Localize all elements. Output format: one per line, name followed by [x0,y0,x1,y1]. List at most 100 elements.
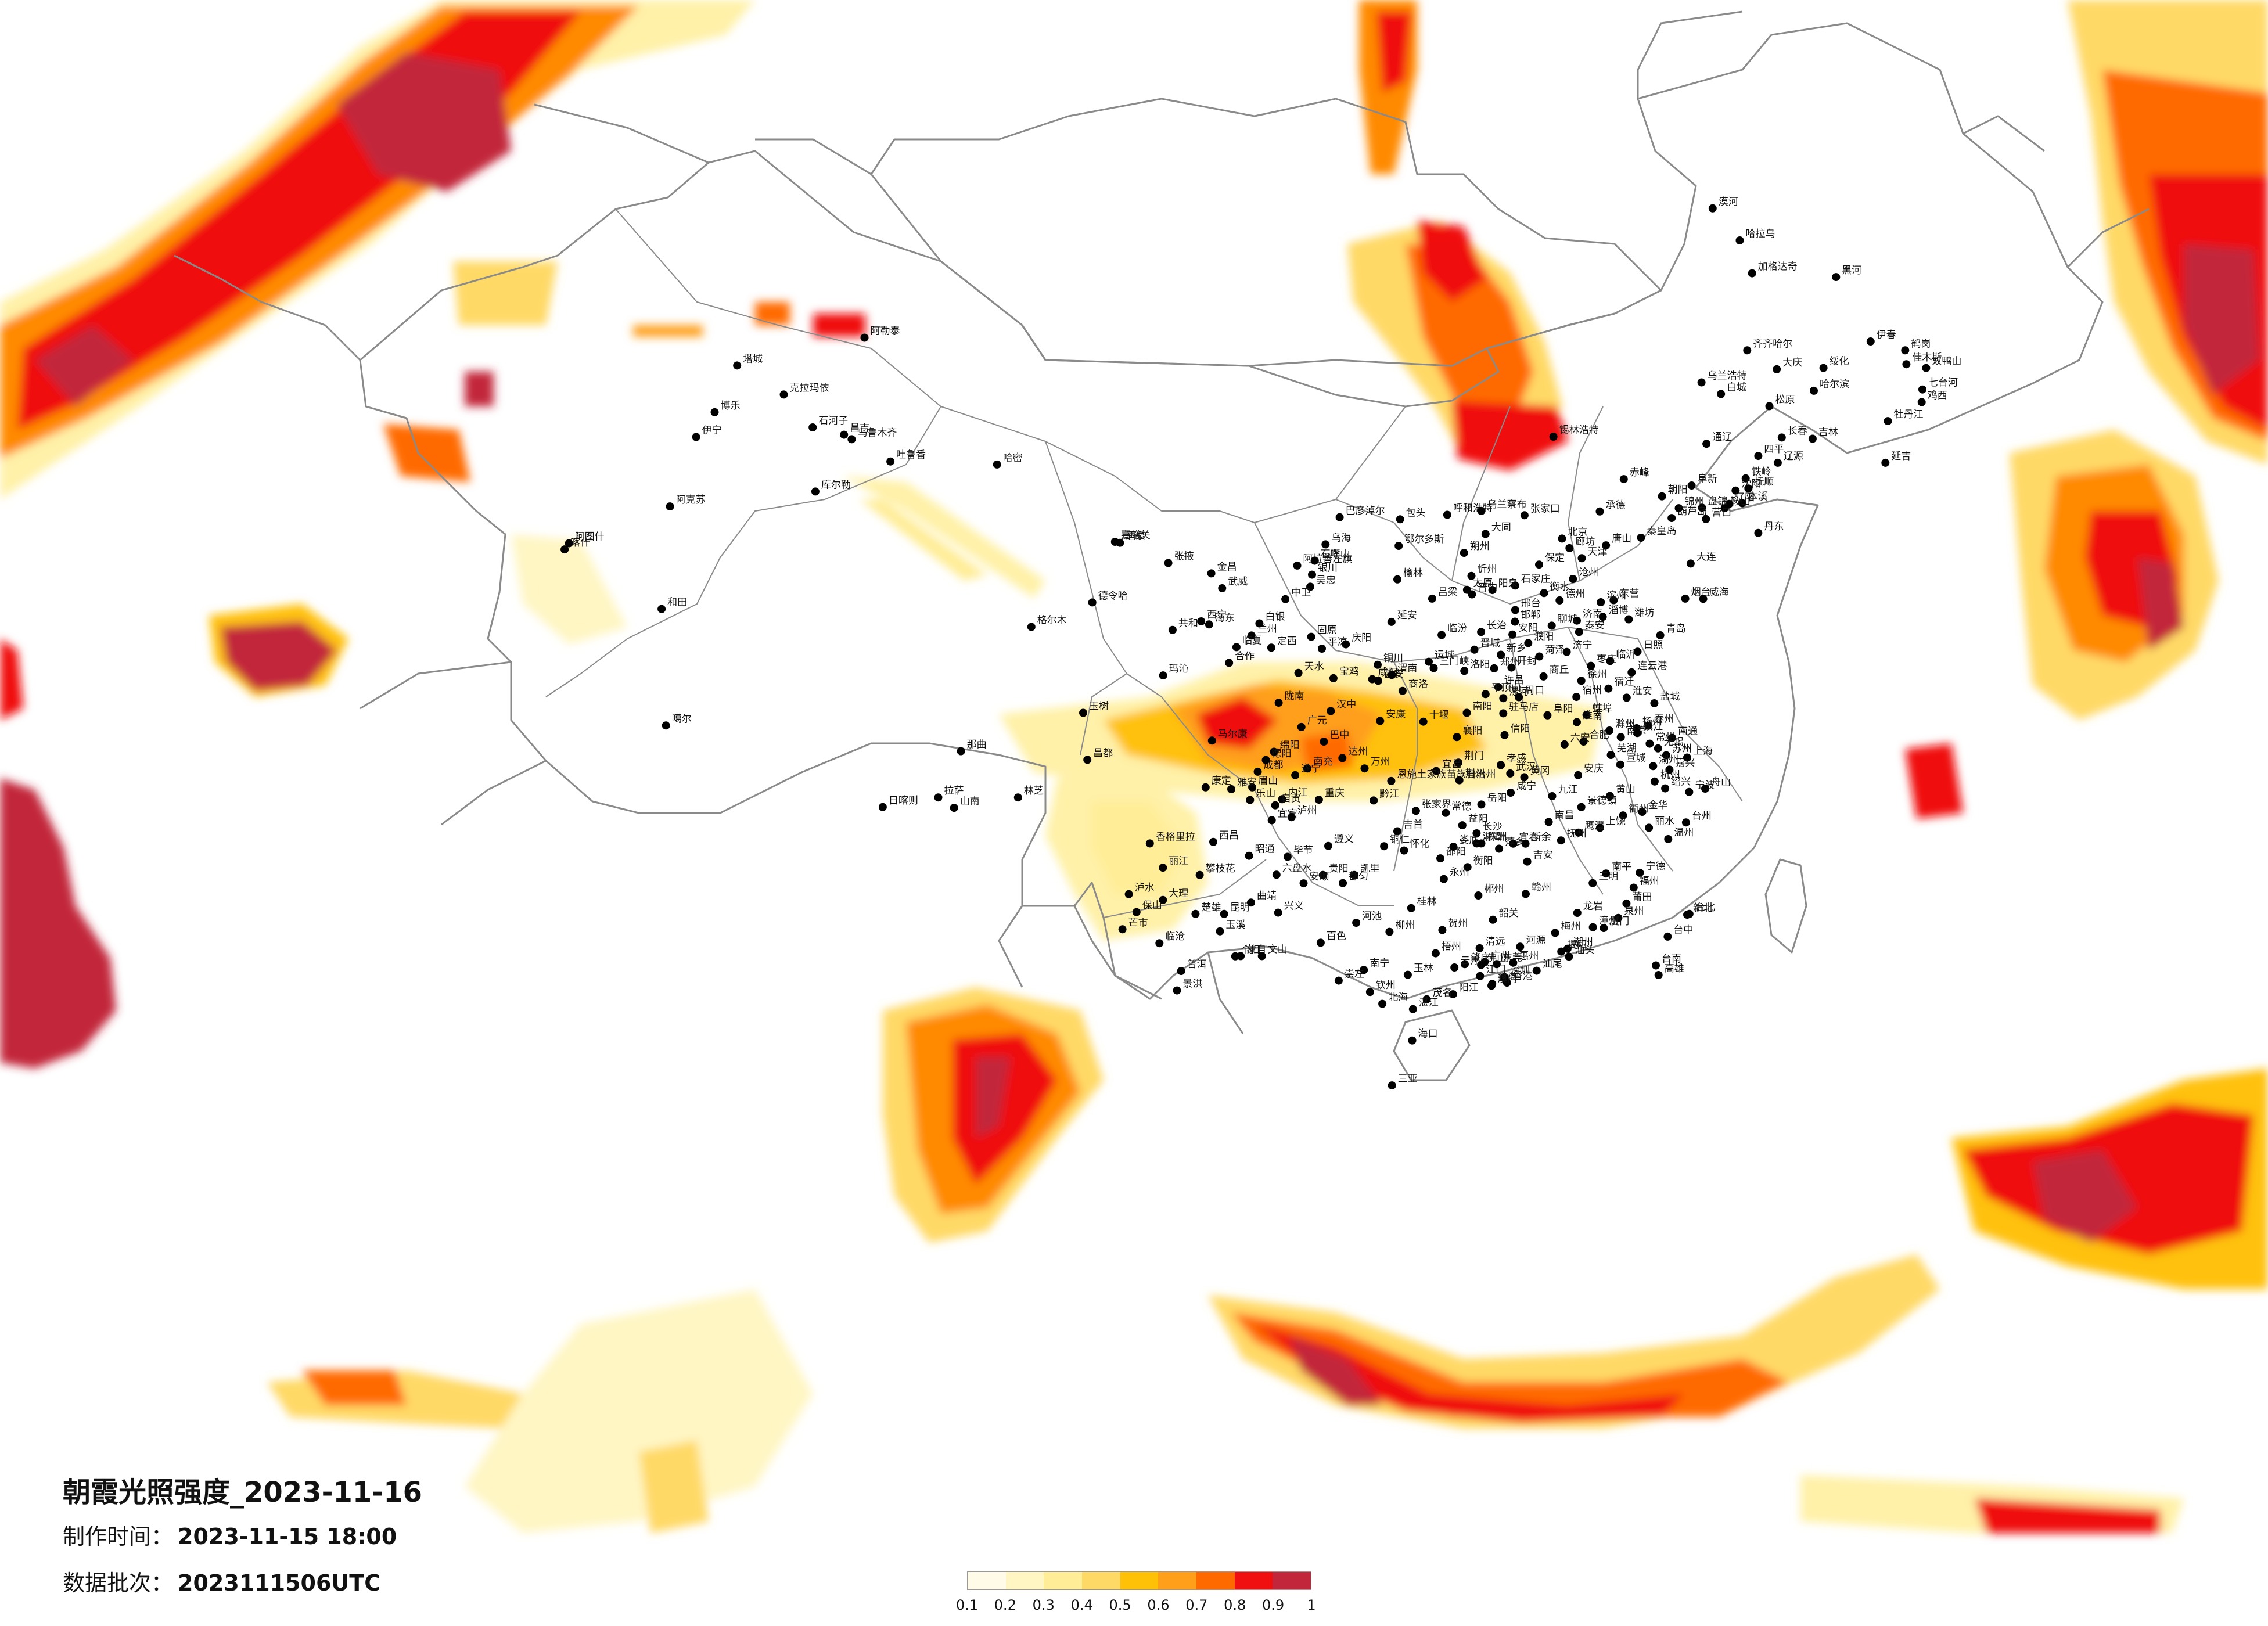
city-label: 白城 [1727,382,1746,394]
city-label: 湘潭 [1482,831,1502,843]
legend-tick-label: 0.7 [1185,1597,1208,1613]
city-label: 阳泉 [1498,578,1518,589]
city-dot [1633,647,1642,656]
city-dot [1490,664,1498,672]
city-label: 聊城 [1558,613,1577,625]
city-dot [1717,390,1726,398]
city-label: 武汉 [1516,761,1536,773]
city-dot [1555,596,1564,605]
city-label: 无锡 [1664,736,1684,748]
city-label: 乐山 [1256,788,1275,800]
city-label: 孝感 [1507,753,1526,765]
city-dot [1374,660,1382,669]
city-label: 乌兰浩特 [1708,370,1747,382]
city-dot [1132,908,1141,916]
legend-swatch [1082,1572,1120,1589]
city-label: 福州 [1640,876,1659,887]
city-dot [1573,718,1581,726]
city-label: 中卫 [1291,587,1311,599]
city-dot [1558,534,1566,543]
city-dot [1396,515,1404,524]
city-label: 绵阳 [1280,740,1300,751]
city-label: 攀枝花 [1206,863,1235,875]
city-dot [1563,944,1572,953]
city-dot [1699,595,1708,603]
city-dot [993,460,1001,469]
city-label: 兴义 [1284,901,1304,912]
city-dot [1588,923,1597,931]
city-label: 西宁 [1207,609,1227,621]
city-dot [1442,808,1450,817]
city-dot [1388,671,1396,679]
city-dot [1365,988,1374,997]
city-label: 烟台 [1691,587,1711,598]
city-label: 鹰潭 [1584,821,1604,832]
city-label: 铜仁 [1390,834,1410,846]
city-dot [1388,1081,1396,1090]
city-label: 九江 [1558,784,1578,796]
city-dot [1360,966,1368,974]
city-dot [1472,829,1481,837]
city-label: 阜新 [1698,473,1717,485]
city-dot [1419,717,1428,726]
city-dot [1587,661,1595,670]
city-dot [1629,883,1638,892]
city-dot [1274,908,1282,917]
city-label: 周口 [1525,685,1544,697]
city-dot [1461,960,1469,969]
city-dot [1408,1036,1417,1045]
city-dot [1614,913,1623,922]
city-label: 咸宁 [1516,780,1536,792]
city-label: 衡水 [1550,581,1570,592]
city-label: 天水 [1304,661,1324,672]
city-dot [1475,944,1484,952]
city-dot [1902,360,1911,369]
city-dot [1808,434,1817,443]
city-dot [1656,631,1665,639]
legend-tick-label: 0.3 [1032,1597,1055,1613]
city-label: 济南 [1583,609,1602,620]
city-dot [1687,481,1696,490]
city-label: 海口 [1418,1028,1438,1040]
city-label: 湖州 [1659,754,1678,765]
city-dot [1500,731,1509,739]
city-label: 揭阳 [1567,940,1587,951]
city-dot [1562,647,1571,656]
city-dot [1477,961,1486,969]
city-label: 哈密 [1003,452,1023,464]
city-label: 鄂尔多斯 [1404,534,1444,545]
city-label: 重庆 [1325,787,1345,799]
city-label: 临夏 [1242,635,1262,646]
city-dot [1462,708,1471,717]
city-dot [1205,620,1213,629]
city-dot [1453,733,1461,742]
city-dot [1339,879,1347,887]
city-dot [1225,659,1234,667]
city-label: 南阳 [1473,701,1493,713]
city-label: 商丘 [1550,664,1569,676]
city-label: 雅安 [1237,777,1257,789]
city-label: 梧州 [1442,941,1461,953]
city-dot [1819,364,1828,372]
city-dot [1507,789,1515,797]
city-label: 开封 [1517,656,1537,667]
city-label: 衡阳 [1473,855,1493,866]
city-label: 盐城 [1660,691,1680,703]
city-dot [1698,503,1706,512]
city-dot [1565,544,1574,552]
city-label: 黄山 [1616,784,1636,796]
city-dot [1520,511,1529,520]
city-dot [840,430,849,439]
city-dot [1481,530,1490,538]
city-label: 衢州 [1629,803,1649,815]
city-label: 武威 [1228,576,1248,588]
city-label: 洛阳 [1470,659,1490,670]
city-dot [1407,904,1415,912]
city-dot [1619,811,1627,820]
city-dot [1645,823,1654,832]
city-label: 大连 [1696,551,1716,563]
city-label: 鹤岗 [1911,338,1931,350]
city-dot [1509,958,1518,967]
city-dot [1499,694,1508,703]
